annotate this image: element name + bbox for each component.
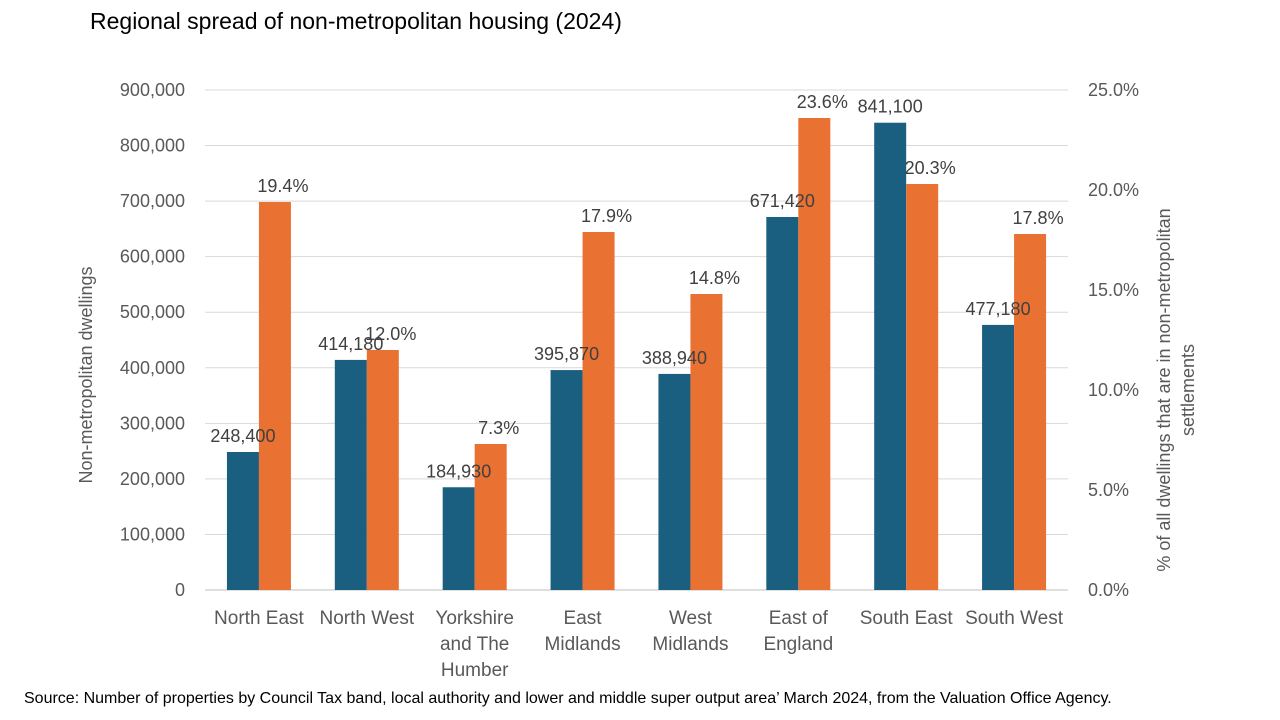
- category-label-line: and The: [440, 634, 509, 655]
- axes: 0 100,000 200,000 300,000 400,000 500,000 600,…: [76, 80, 1198, 681]
- category-label: South East: [860, 608, 954, 629]
- category-label: East Midlands: [545, 608, 621, 655]
- data-label-percent: 14.8%: [689, 268, 740, 288]
- data-label-dwellings: 388,940: [642, 348, 707, 368]
- data-label-percent: 17.9%: [581, 206, 632, 226]
- bar-dwellings: [658, 373, 691, 590]
- y-tick-label: 400,000: [120, 358, 185, 378]
- y2-tick-label: 5.0%: [1088, 480, 1129, 500]
- y-axis-title: Non-metropolitan dwellings: [76, 266, 96, 483]
- chart-canvas: 0 100,000 200,000 300,000 400,000 500,000 600,…: [76, 80, 1198, 681]
- data-label-dwellings: 248,400: [210, 426, 275, 446]
- y2-tick-label: 15.0%: [1088, 280, 1139, 300]
- category-label: East of England: [763, 608, 833, 655]
- bar-dwellings: [766, 216, 799, 590]
- data-label-percent: 19.4%: [257, 176, 308, 196]
- category-label-line: North West: [319, 608, 414, 629]
- category-label: South West: [965, 608, 1064, 629]
- category-label-line: East: [564, 608, 603, 629]
- category-label-line: North East: [214, 608, 304, 629]
- category-label: West Midlands: [652, 608, 728, 655]
- bar-percent: [582, 232, 615, 590]
- source-note: Source: Number of properties by Council …: [24, 690, 1112, 707]
- y-tick-label: 700,000: [120, 191, 185, 211]
- data-label-percent: 17.8%: [1013, 208, 1064, 228]
- bar-percent: [690, 294, 723, 590]
- category-label-line: Yorkshire: [435, 608, 514, 629]
- data-label-percent: 20.3%: [905, 158, 956, 178]
- data-label-dwellings: 414,180: [318, 334, 383, 354]
- data-label-dwellings: 477,180: [966, 299, 1031, 319]
- bars: [226, 118, 1047, 590]
- data-label-dwellings: 841,100: [858, 97, 923, 117]
- y-tick-label: 100,000: [120, 524, 185, 544]
- bar-percent: [258, 202, 291, 590]
- bar-percent: [366, 350, 399, 590]
- y2-tick-label: 10.0%: [1088, 380, 1139, 400]
- bar-dwellings: [334, 359, 367, 590]
- category-label-line: South West: [965, 608, 1064, 629]
- category-label: Yorkshire and The Humber: [435, 608, 514, 681]
- y-tick-label: 900,000: [120, 80, 185, 100]
- category-label-line: South East: [860, 608, 954, 629]
- bar-dwellings: [874, 122, 907, 590]
- bar-percent: [474, 444, 507, 590]
- category-label: North East: [214, 608, 304, 629]
- category-label-line: Humber: [441, 660, 509, 681]
- data-label-percent: 7.3%: [478, 418, 519, 438]
- bar-dwellings: [550, 370, 583, 590]
- y-tick-label: 500,000: [120, 302, 185, 322]
- category-label-line: England: [763, 634, 833, 655]
- y2-axis-title-line: settlements: [1178, 344, 1198, 436]
- y2-tick-label: 20.0%: [1088, 180, 1139, 200]
- bar-percent: [906, 184, 939, 590]
- data-label-dwellings: 184,930: [426, 461, 491, 481]
- bar-percent: [798, 118, 831, 590]
- y-tick-label: 300,000: [120, 413, 185, 433]
- bar-dwellings: [442, 487, 475, 590]
- y-tick-label: 800,000: [120, 136, 185, 156]
- bar-percent: [1014, 234, 1047, 590]
- data-label-dwellings: 671,420: [750, 191, 815, 211]
- chart-title: Regional spread of non-metropolitan hous…: [90, 8, 622, 34]
- y2-axis-title: % of all dwellings that are in non-metro…: [1154, 208, 1198, 571]
- y-tick-label: 200,000: [120, 469, 185, 489]
- category-label-line: West: [669, 608, 713, 629]
- category-label-line: East of: [769, 608, 829, 629]
- y2-tick-label: 25.0%: [1088, 80, 1139, 100]
- data-label-dwellings: 395,870: [534, 344, 599, 364]
- y-tick-label: 0: [175, 580, 185, 600]
- y2-axis-title-line: % of all dwellings that are in non-metro…: [1154, 208, 1174, 571]
- category-label-line: Midlands: [652, 634, 728, 655]
- y-tick-label: 600,000: [120, 247, 185, 267]
- data-label-percent: 12.0%: [365, 324, 416, 344]
- category-label: North West: [319, 608, 414, 629]
- category-label-line: Midlands: [545, 634, 621, 655]
- bar-dwellings: [226, 452, 259, 590]
- y2-tick-label: 0.0%: [1088, 580, 1129, 600]
- bar-dwellings: [982, 324, 1015, 590]
- data-label-percent: 23.6%: [797, 92, 848, 112]
